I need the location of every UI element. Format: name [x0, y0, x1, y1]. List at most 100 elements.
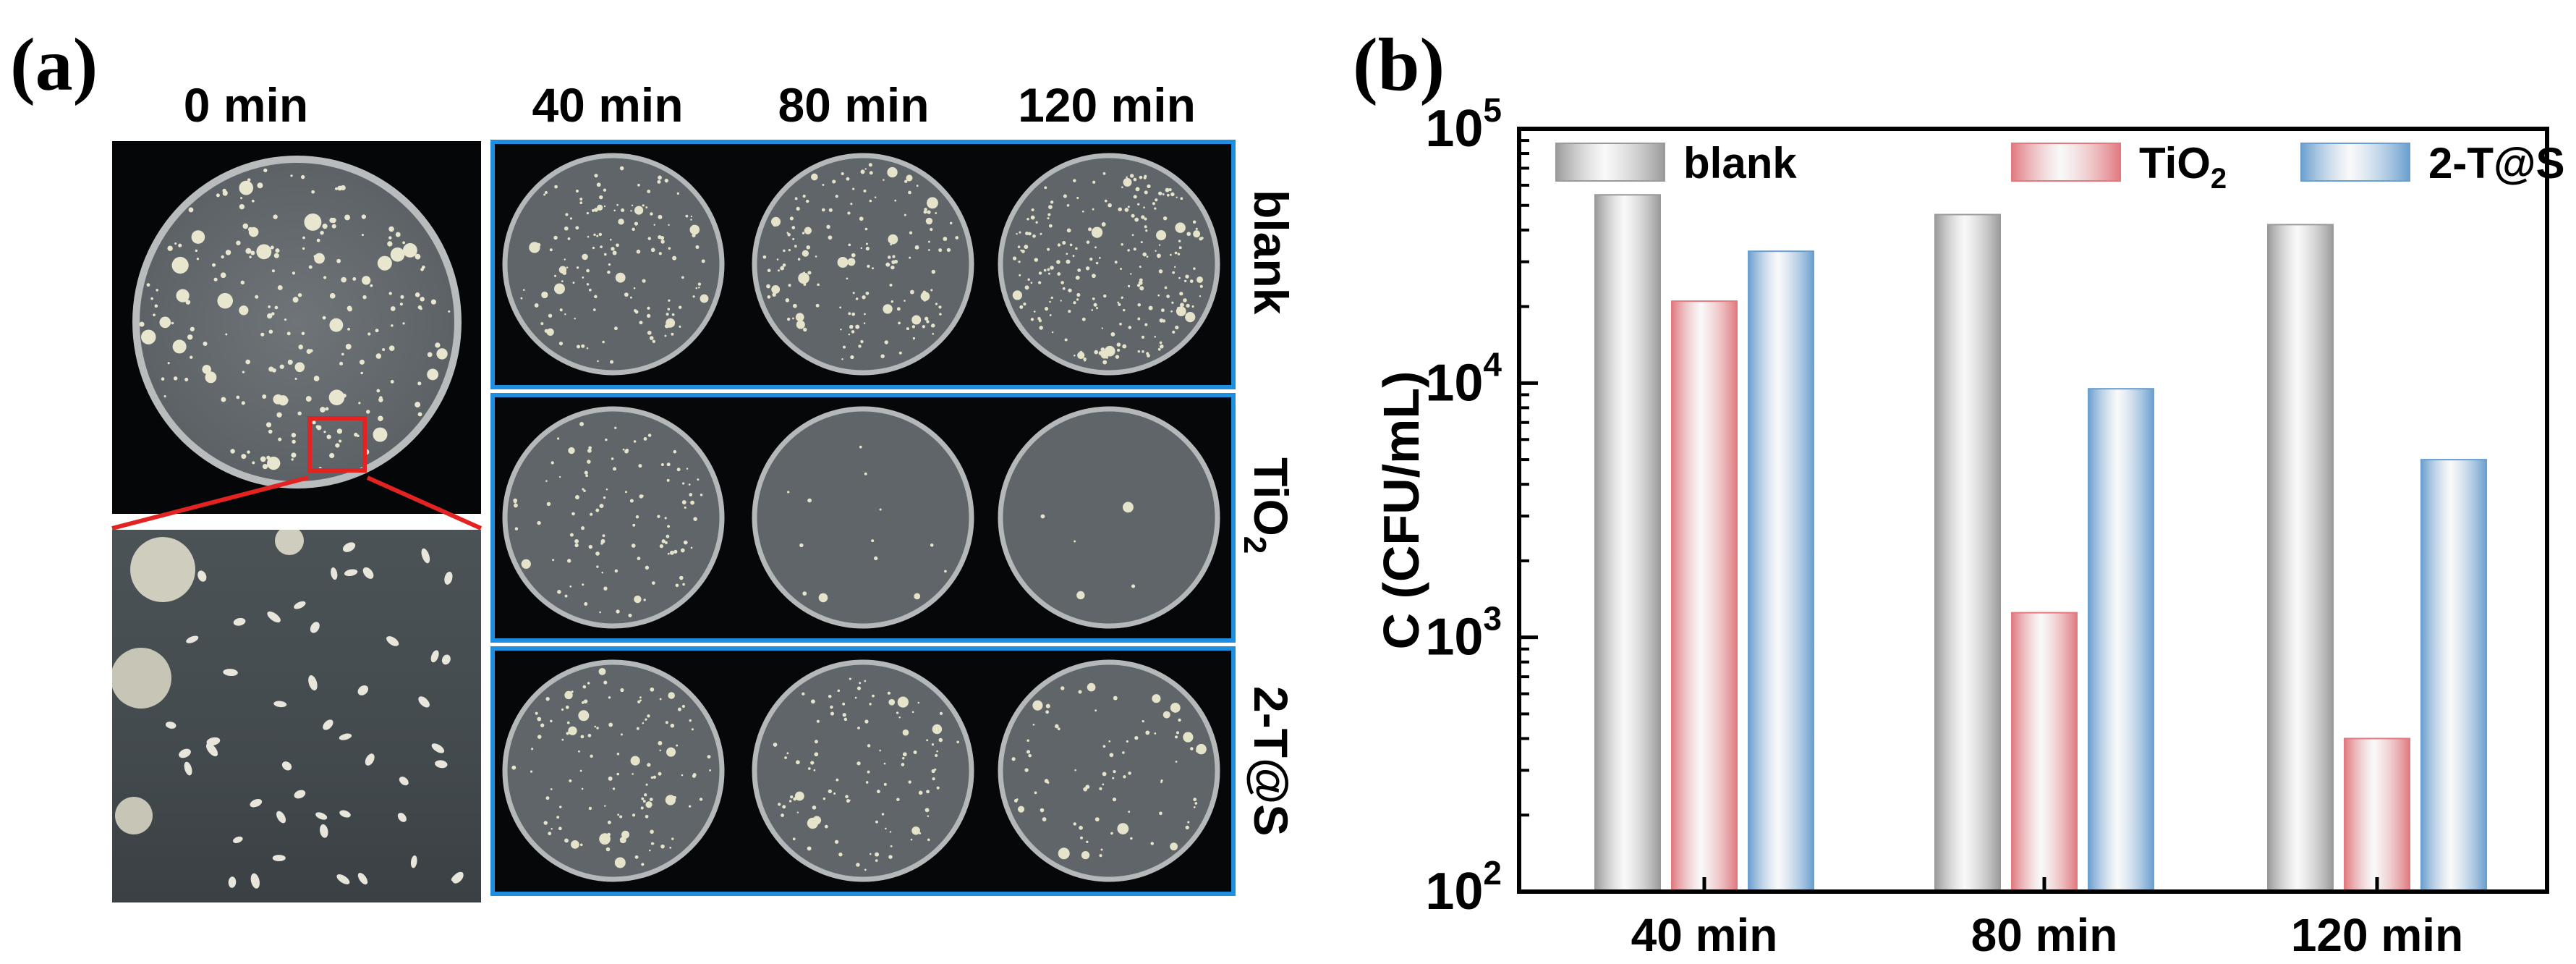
colony — [939, 711, 943, 715]
colony — [1113, 695, 1118, 701]
colony — [862, 295, 866, 300]
bar-tio2-80min — [2011, 612, 2078, 892]
colony — [1170, 310, 1173, 313]
colony — [884, 340, 888, 344]
colony — [153, 313, 156, 317]
colony — [615, 272, 626, 283]
y-tick-label: 104 — [1425, 345, 1502, 412]
colony — [807, 817, 819, 829]
colony — [1159, 811, 1162, 816]
colony — [587, 460, 591, 464]
colony — [894, 199, 897, 202]
colony — [588, 806, 592, 811]
colony — [322, 223, 328, 229]
colony — [908, 780, 911, 784]
colony — [322, 316, 326, 320]
colony — [415, 292, 420, 297]
colony — [650, 248, 655, 253]
colony — [600, 245, 603, 248]
colony — [540, 322, 544, 326]
colony — [365, 753, 375, 766]
colony — [172, 339, 187, 354]
colony — [292, 439, 296, 444]
colony — [938, 248, 943, 253]
colony — [1137, 303, 1142, 307]
colony — [787, 233, 791, 237]
colony — [868, 163, 872, 167]
colony — [1072, 255, 1075, 258]
colony — [620, 688, 624, 693]
colony — [1044, 186, 1047, 190]
colony — [352, 277, 357, 281]
colony — [657, 179, 661, 184]
colony — [595, 551, 600, 556]
colony — [647, 237, 651, 240]
colony — [1131, 213, 1135, 218]
colony — [887, 255, 891, 259]
colony — [1045, 307, 1049, 311]
colony — [255, 295, 259, 299]
colony — [1092, 208, 1094, 211]
colony — [681, 276, 684, 279]
colony — [320, 230, 324, 235]
colony — [598, 232, 603, 237]
legend-label-0: blank — [1683, 139, 1797, 187]
colony — [1155, 198, 1158, 202]
colony — [814, 752, 819, 757]
colony — [928, 240, 930, 243]
colony — [1026, 217, 1029, 221]
colony — [274, 305, 279, 310]
colony — [909, 231, 913, 234]
colony — [390, 247, 405, 262]
colony — [418, 696, 430, 708]
colony — [276, 412, 282, 418]
colony — [909, 289, 914, 295]
colony — [856, 863, 860, 867]
colony — [1118, 207, 1122, 212]
colony — [395, 232, 401, 237]
colony — [673, 549, 678, 554]
colony — [931, 269, 936, 274]
colony — [860, 247, 863, 249]
colony — [1127, 206, 1130, 208]
colony — [943, 237, 948, 241]
large-colony — [112, 648, 171, 709]
colony — [335, 443, 340, 448]
bar-chart: 102 103 104 105 40 min 80 min 120 min C (CFU/mL… — [1373, 91, 2565, 961]
colony — [386, 636, 399, 646]
colony — [358, 402, 361, 405]
colony — [883, 304, 893, 314]
colony — [1124, 208, 1129, 212]
colony — [550, 788, 553, 790]
colony — [790, 795, 794, 799]
colony — [431, 743, 445, 753]
colony — [511, 765, 517, 770]
colony — [813, 769, 816, 771]
colony — [1186, 232, 1191, 237]
colony — [1017, 245, 1021, 248]
colony — [1117, 301, 1119, 304]
colony — [845, 795, 849, 799]
colony — [176, 289, 190, 303]
colony — [579, 769, 582, 772]
colony — [362, 295, 367, 300]
colony — [673, 449, 677, 454]
colony — [1178, 276, 1181, 279]
colony — [1139, 266, 1142, 269]
colony — [863, 189, 867, 193]
colony — [1150, 842, 1155, 845]
colony — [1092, 274, 1096, 279]
colony — [807, 846, 812, 851]
colony — [849, 677, 851, 680]
colony — [362, 276, 371, 285]
colony — [616, 609, 620, 614]
colony — [634, 310, 639, 314]
colony — [592, 246, 595, 250]
colony — [344, 569, 358, 577]
colony — [618, 278, 623, 283]
colony — [843, 717, 848, 722]
colony — [658, 175, 662, 180]
colony — [661, 539, 666, 544]
colony — [1196, 276, 1204, 283]
colony — [1104, 199, 1108, 203]
